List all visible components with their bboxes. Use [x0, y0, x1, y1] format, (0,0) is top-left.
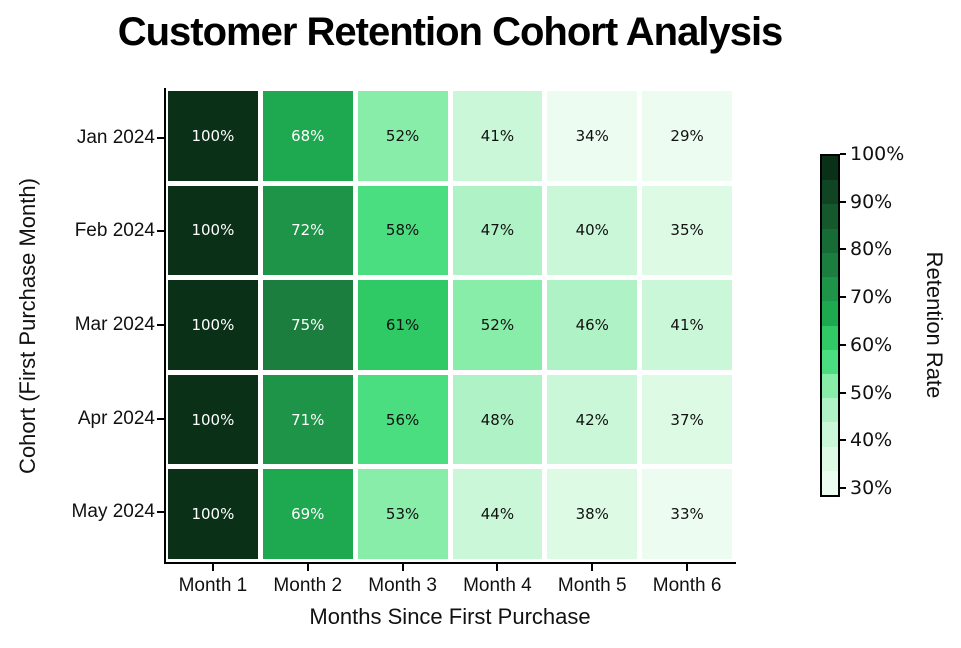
heatmap-cell: 29%	[642, 91, 732, 181]
heatmap: 100% 68% 52% 41% 34% 29% 100% 72% 58% 47% 40% 35% 10…	[168, 91, 732, 559]
x-tick-mark	[686, 564, 689, 571]
y-tick-label: Mar 2024	[74, 314, 155, 335]
heatmap-cell: 40%	[547, 185, 638, 276]
colorbar-tick-mark	[840, 391, 846, 394]
heatmap-cell: 100%	[168, 185, 258, 276]
x-tick-mark	[401, 564, 404, 571]
heatmap-cell: 35%	[642, 185, 732, 276]
x-tick-mark	[211, 564, 214, 571]
heatmap-cell: 71%	[262, 374, 353, 465]
colorbar-tick-label: 50%	[850, 381, 893, 404]
y-tick-mark	[157, 511, 164, 514]
heatmap-cell: 75%	[262, 280, 353, 370]
x-axis-label: Months Since First Purchase	[309, 604, 591, 629]
heatmap-cell: 56%	[357, 374, 448, 465]
heatmap-cell: 41%	[452, 91, 543, 181]
colorbar-tick-label: 30%	[850, 477, 893, 500]
colorbar-tick-label: 100%	[850, 143, 905, 165]
chart-title: Customer Retention Cohort Analysis	[117, 10, 784, 54]
heatmap-cell: 100%	[168, 374, 258, 465]
heatmap-cell: 42%	[547, 374, 638, 465]
heatmap-cell: 44%	[452, 469, 543, 559]
y-tick-label: Jan 2024	[76, 126, 155, 148]
colorbar-tick-label: 70%	[850, 286, 893, 309]
colorbar-band	[822, 156, 838, 181]
heatmap-cell: 52%	[452, 280, 543, 370]
colorbar-tick-label: 80%	[850, 238, 893, 261]
heatmap-cell: 68%	[262, 91, 353, 181]
colorbar-band	[822, 180, 838, 205]
colorbar-tick-mark	[840, 343, 846, 346]
x-tick-label: Month 5	[557, 575, 627, 596]
colorbar-band	[822, 204, 838, 229]
colorbar-band	[822, 349, 838, 374]
colorbar-tick-mark	[840, 200, 846, 203]
heatmap-cell: 47%	[452, 185, 543, 276]
colorbar	[820, 154, 840, 497]
colorbar-band	[822, 301, 838, 326]
colorbar-band	[822, 422, 838, 447]
heatmap-cell: 33%	[642, 469, 732, 559]
heatmap-cell: 69%	[262, 469, 353, 559]
y-tick-label: May 2024	[71, 501, 155, 523]
heatmap-cell: 37%	[642, 374, 732, 465]
colorbar-band	[822, 228, 838, 253]
colorbar-band	[822, 373, 838, 399]
heatmap-cell: 58%	[357, 185, 448, 276]
heatmap-cell: 72%	[262, 185, 353, 276]
colorbar-band	[822, 252, 838, 278]
heatmap-cell: 34%	[547, 91, 638, 181]
heatmap-cell: 61%	[357, 280, 448, 370]
colorbar-tick-mark	[840, 296, 846, 299]
colorbar-tick-mark	[840, 487, 846, 490]
colorbar-tick-mark	[840, 439, 846, 442]
x-tick-label: Month 2	[273, 575, 343, 596]
heatmap-cell: 46%	[547, 280, 638, 370]
x-tick-mark	[591, 564, 594, 571]
heatmap-cell: 53%	[357, 469, 448, 559]
heatmap-cell: 52%	[357, 91, 448, 181]
heatmap-cell: 100%	[168, 91, 258, 181]
y-tick-mark	[157, 136, 164, 139]
colorbar-tick-mark	[840, 248, 846, 251]
heatmap-cell: 38%	[547, 469, 638, 559]
colorbar-band	[822, 325, 838, 350]
colorbar-band	[822, 470, 838, 496]
heatmap-cell: 41%	[642, 280, 732, 370]
x-tick-label: Month 1	[178, 575, 248, 596]
heatmap-cell: 100%	[168, 469, 258, 559]
x-tick-label: Month 6	[652, 575, 722, 596]
y-tick-mark	[157, 230, 164, 233]
x-tick-mark	[496, 564, 499, 571]
y-tick-mark	[157, 324, 164, 326]
colorbar-tick-mark	[840, 153, 846, 155]
y-tick-mark	[157, 417, 164, 420]
colorbar-band	[822, 277, 838, 302]
y-tick-label: Feb 2024	[74, 220, 155, 242]
y-axis-spine	[164, 88, 166, 564]
y-tick-label: Apr 2024	[77, 407, 155, 429]
x-axis-spine	[164, 562, 736, 564]
colorbar-tick-label: 90%	[850, 190, 893, 213]
colorbar-label: Retention Rate	[922, 251, 947, 399]
x-tick-mark	[306, 564, 309, 571]
colorbar-band	[822, 398, 838, 423]
heatmap-cell: 48%	[452, 374, 543, 465]
x-tick-label: Month 3	[368, 575, 437, 596]
heatmap-cell: 100%	[168, 280, 258, 370]
x-tick-label: Month 4	[463, 575, 532, 596]
colorbar-band	[822, 446, 838, 471]
colorbar-tick-label: 60%	[850, 333, 893, 356]
colorbar-tick-label: 40%	[850, 429, 893, 452]
